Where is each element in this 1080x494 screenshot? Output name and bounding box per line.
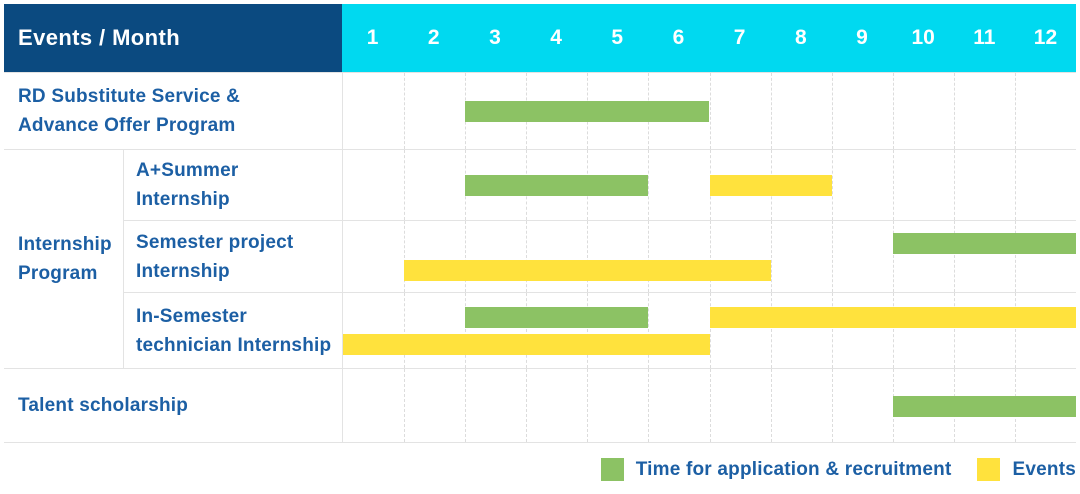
row-label-line: Advance Offer Program (18, 115, 236, 136)
legend-swatch-events (977, 458, 1001, 481)
gantt-track (342, 149, 1076, 220)
gantt-bar-events (343, 333, 710, 355)
month-header-cell: 1 (366, 26, 379, 49)
row-label-talent-scholarship: Talent scholarship (4, 368, 342, 442)
month-gridline (526, 293, 528, 368)
gantt-bar-events (404, 259, 771, 281)
month-gridline (404, 73, 406, 149)
gantt-track (342, 292, 1076, 368)
month-gridline (953, 221, 955, 292)
row-group-label-line: Internship (18, 234, 112, 255)
month-gridline (1014, 73, 1016, 149)
month-gridline (648, 369, 650, 442)
month-gridline (831, 293, 833, 368)
row-label-line: Internship (136, 189, 230, 210)
gantt-bar-events (709, 175, 832, 196)
month-header: 1 2 3 4 5 6 7 8 9 10 11 12 (342, 4, 1076, 72)
month-header-cell: 11 (973, 26, 996, 49)
row-label-semester-project-internship: Semester project Internship (124, 220, 342, 292)
month-gridline (404, 293, 406, 368)
row-label-a-plus-summer-internship: A+Summer Internship (124, 149, 342, 220)
month-gridline (1014, 293, 1016, 368)
month-gridline (526, 369, 528, 442)
month-header-cell: 4 (550, 26, 562, 49)
gantt-track (342, 220, 1076, 292)
month-gridline (465, 369, 467, 442)
month-gridline (587, 221, 589, 292)
month-gridline (892, 221, 894, 292)
gantt-table: Events / Month 1 2 3 4 5 6 7 8 9 10 11 12 RD Substi… (4, 4, 1076, 443)
month-gridline (1014, 221, 1016, 292)
month-header-cell: 5 (611, 26, 624, 49)
gantt-bar-application (465, 175, 649, 196)
row-label-line: technician Internship (136, 334, 332, 356)
month-gridline (648, 221, 650, 292)
month-header-cell: 9 (856, 26, 868, 49)
month-gridline (465, 221, 467, 292)
row-label-line: Internship (136, 260, 230, 282)
row-label-line: Talent scholarship (18, 395, 189, 416)
month-gridline (892, 150, 894, 220)
month-gridline (831, 73, 833, 149)
month-header-cell: 7 (733, 26, 746, 49)
month-gridline (709, 293, 711, 368)
month-gridline (953, 73, 955, 149)
row-group-label-internship-program: Internship Program (4, 149, 124, 368)
gantt-track (342, 368, 1076, 442)
events-month-header: Events / Month (4, 4, 342, 72)
gantt-track (342, 72, 1076, 149)
month-gridline (770, 73, 772, 149)
row-label-line: Semester project (136, 231, 294, 253)
month-header-cell: 3 (489, 26, 501, 49)
row-label-in-semester-technician-internship: In-Semester technician Internship (124, 292, 342, 368)
month-gridline (770, 293, 772, 368)
month-gridline (404, 221, 406, 292)
month-gridline (831, 221, 833, 292)
month-gridline (953, 293, 955, 368)
month-gridline (587, 293, 589, 368)
month-header-cell: 8 (794, 26, 807, 49)
month-gridline (648, 150, 650, 220)
row-label-rd-substitute-service: RD Substitute Service & Advance Offer Pr… (4, 72, 342, 149)
row-label-line: A+Summer (136, 160, 239, 181)
gantt-bar-application (465, 306, 649, 328)
row-label-line: In-Semester (136, 305, 247, 327)
legend-swatch-application (600, 458, 624, 481)
month-gridline (892, 293, 894, 368)
month-gridline (953, 150, 955, 220)
legend-label-events: Events (1012, 458, 1076, 480)
month-gridline (526, 221, 528, 292)
month-gridline (709, 73, 711, 149)
gantt-bar-application (892, 232, 1076, 254)
month-gridline (709, 221, 711, 292)
month-gridline (404, 150, 406, 220)
month-gridline (648, 293, 650, 368)
month-gridline (770, 221, 772, 292)
month-gridline (892, 73, 894, 149)
gantt-bar-events (709, 306, 1076, 328)
gantt-bar-application (892, 395, 1076, 417)
events-month-header-label: Events / Month (18, 25, 181, 50)
month-gridline (1014, 150, 1016, 220)
month-header-cell: 10 (911, 26, 935, 49)
row-group-label-line: Program (18, 263, 98, 284)
row-label-line: RD Substitute Service & (18, 86, 241, 107)
month-gridline (770, 369, 772, 442)
legend: Time for application & recruitment Event… (600, 458, 1076, 481)
month-header-cell: 2 (427, 26, 440, 49)
month-gridline (404, 369, 406, 442)
month-header-cell: 12 (1033, 26, 1058, 49)
gantt-bar-application (465, 101, 710, 122)
month-gridline (831, 369, 833, 442)
month-header-cell: 6 (672, 26, 685, 49)
legend-label-application: Time for application & recruitment (635, 458, 952, 480)
month-gridline (587, 369, 589, 442)
month-gridline (465, 293, 467, 368)
month-gridline (831, 150, 833, 220)
month-gridline (709, 369, 711, 442)
